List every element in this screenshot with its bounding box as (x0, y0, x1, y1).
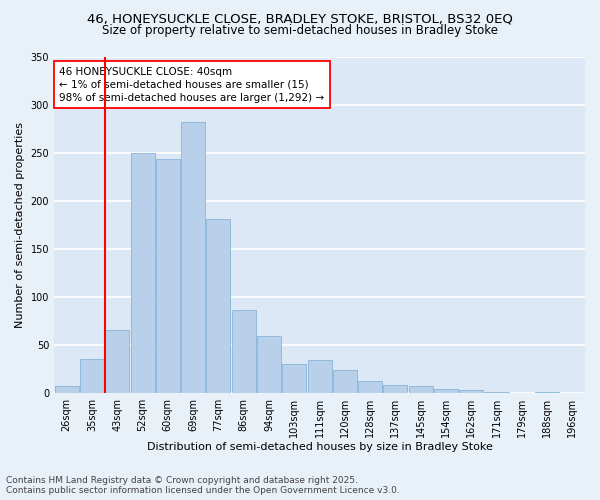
Y-axis label: Number of semi-detached properties: Number of semi-detached properties (15, 122, 25, 328)
Bar (282, 364, 306, 393)
Bar (383, 385, 407, 393)
Bar (80, 359, 104, 393)
Bar (409, 386, 433, 393)
Bar (181, 122, 205, 393)
Bar (308, 360, 332, 393)
Bar (484, 392, 509, 393)
Bar (105, 330, 129, 393)
Text: Size of property relative to semi-detached houses in Bradley Stoke: Size of property relative to semi-detach… (102, 24, 498, 37)
Bar (232, 310, 256, 393)
Bar (206, 219, 230, 393)
Bar (156, 160, 180, 393)
Text: Contains HM Land Registry data © Crown copyright and database right 2025.
Contai: Contains HM Land Registry data © Crown c… (6, 476, 400, 495)
Bar (131, 152, 155, 393)
Bar (333, 370, 357, 393)
Bar (358, 382, 382, 393)
Text: 46, HONEYSUCKLE CLOSE, BRADLEY STOKE, BRISTOL, BS32 0EQ: 46, HONEYSUCKLE CLOSE, BRADLEY STOKE, BR… (87, 12, 513, 26)
Text: 46 HONEYSUCKLE CLOSE: 40sqm
← 1% of semi-detached houses are smaller (15)
98% of: 46 HONEYSUCKLE CLOSE: 40sqm ← 1% of semi… (59, 66, 325, 103)
Bar (55, 386, 79, 393)
Bar (535, 392, 559, 393)
Bar (257, 336, 281, 393)
Bar (434, 389, 458, 393)
X-axis label: Distribution of semi-detached houses by size in Bradley Stoke: Distribution of semi-detached houses by … (146, 442, 493, 452)
Bar (459, 390, 483, 393)
